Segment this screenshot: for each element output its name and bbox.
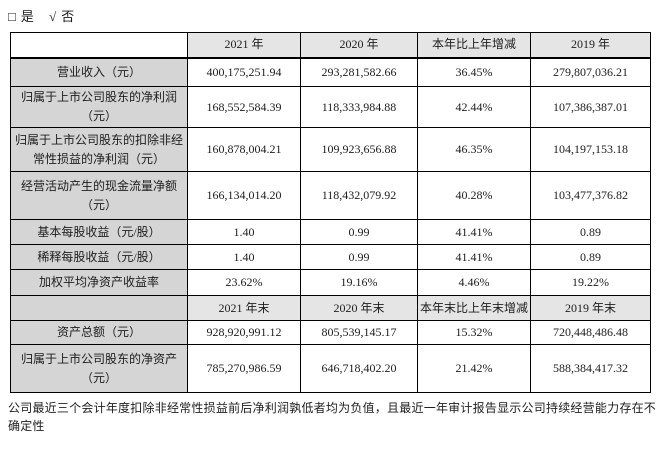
value-cell: 588,384,417.32 xyxy=(530,344,651,393)
row-label-cell: 归属于上市公司股东的扣除非经常性损益的净利润（元） xyxy=(10,127,188,172)
yes-label: 是 xyxy=(20,9,35,24)
yoy-change-header: 本年比上年增减 xyxy=(417,32,531,59)
table-row-operating-cash-flow: 经营活动产生的现金流量净额（元） 166,134,014.20 118,432,… xyxy=(10,171,651,220)
row-label-cell: 加权平均净资产收益率 xyxy=(10,269,188,296)
value-cell: 42.44% xyxy=(417,86,531,128)
value-cell: 928,920,991.12 xyxy=(187,320,301,345)
corner-cell xyxy=(10,295,188,321)
value-cell: 646,718,402.20 xyxy=(300,344,418,393)
table-row-net-profit: 归属于上市公司股东的净利润（元） 168,552,584.39 118,333,… xyxy=(10,86,651,128)
value-cell: 41.41% xyxy=(417,244,531,270)
financial-summary-table: 2021 年 2020 年 本年比上年增减 2019 年 营业收入（元） 400… xyxy=(10,32,651,393)
year-header-2020: 2020 年 xyxy=(300,32,418,59)
row-label-cell: 基本每股收益（元/股） xyxy=(10,219,188,245)
value-cell: 103,477,376.82 xyxy=(530,171,651,220)
value-cell: 118,432,079.92 xyxy=(300,171,418,220)
value-cell: 41.41% xyxy=(417,219,531,245)
year-end-header-2020: 2020 年末 xyxy=(300,295,418,321)
value-cell: 23.62% xyxy=(187,269,301,296)
value-cell: 40.28% xyxy=(417,171,531,220)
corner-cell xyxy=(10,32,188,59)
value-cell: 19.16% xyxy=(300,269,418,296)
table-row-weighted-avg-roe: 加权平均净资产收益率 23.62% 19.16% 4.46% 19.22% xyxy=(10,269,651,296)
value-cell: 21.42% xyxy=(417,344,531,393)
value-cell: 36.45% xyxy=(417,57,531,87)
value-cell: 15.32% xyxy=(417,320,531,345)
value-cell: 4.46% xyxy=(417,269,531,296)
no-label: 否 xyxy=(61,9,76,24)
value-cell: 0.89 xyxy=(530,244,651,270)
year-end-header-2021: 2021 年末 xyxy=(187,295,301,321)
table-row-total-assets: 资产总额（元） 928,920,991.12 805,539,145.17 15… xyxy=(10,320,651,345)
value-cell: 168,552,584.39 xyxy=(187,86,301,128)
checkmark-icon: √ xyxy=(49,9,58,24)
checkbox-unchecked-icon: □ xyxy=(8,9,17,24)
year-header-2021: 2021 年 xyxy=(187,32,301,59)
value-cell: 118,333,984.88 xyxy=(300,86,418,128)
row-label-cell: 经营活动产生的现金流量净额（元） xyxy=(10,171,188,220)
value-cell: 720,448,486.48 xyxy=(530,320,651,345)
value-cell: 46.35% xyxy=(417,127,531,172)
year-end-header-2019: 2019 年末 xyxy=(530,295,651,321)
year-header-2019: 2019 年 xyxy=(530,32,651,59)
eop-change-header: 本年末比上年末增减 xyxy=(417,295,531,321)
value-cell: 279,807,036.21 xyxy=(530,57,651,87)
value-cell: 104,197,153.18 xyxy=(530,127,651,172)
row-label-cell: 稀释每股收益（元/股） xyxy=(10,244,188,270)
value-cell: 19.22% xyxy=(530,269,651,296)
row-label-cell: 资产总额（元） xyxy=(10,320,188,345)
value-cell: 293,281,582.66 xyxy=(300,57,418,87)
table-row-net-assets: 归属于上市公司股东的净资产（元） 785,270,986.59 646,718,… xyxy=(10,344,651,393)
table-row-net-profit-excl-nonrecurring: 归属于上市公司股东的扣除非经常性损益的净利润（元） 160,878,004.21… xyxy=(10,127,651,172)
going-concern-footnote: 公司最近三个会计年度扣除非经常性损益前后净利润孰低者均为负值，且最近一年审计报告… xyxy=(8,401,656,433)
row-label-cell: 营业收入（元） xyxy=(10,57,188,87)
table-row-basic-eps: 基本每股收益（元/股） 1.40 0.99 41.41% 0.89 xyxy=(10,219,651,245)
value-cell: 160,878,004.21 xyxy=(187,127,301,172)
value-cell: 1.40 xyxy=(187,219,301,245)
yes-no-selector: □ 是 √ 否 xyxy=(0,0,662,25)
value-cell: 0.89 xyxy=(530,219,651,245)
table-row-diluted-eps: 稀释每股收益（元/股） 1.40 0.99 41.41% 0.89 xyxy=(10,244,651,270)
value-cell: 400,175,251.94 xyxy=(187,57,301,87)
value-cell: 785,270,986.59 xyxy=(187,344,301,393)
row-label-cell: 归属于上市公司股东的净资产（元） xyxy=(10,344,188,393)
value-cell: 0.99 xyxy=(300,244,418,270)
value-cell: 107,386,387.01 xyxy=(530,86,651,128)
value-cell: 0.99 xyxy=(300,219,418,245)
value-cell: 1.40 xyxy=(187,244,301,270)
value-cell: 805,539,145.17 xyxy=(300,320,418,345)
period-header-row: 2021 年 2020 年 本年比上年增减 2019 年 xyxy=(10,32,651,59)
table-row-revenue: 营业收入（元） 400,175,251.94 293,281,582.66 36… xyxy=(10,57,651,87)
row-label-cell: 归属于上市公司股东的净利润（元） xyxy=(10,86,188,128)
value-cell: 109,923,656.88 xyxy=(300,127,418,172)
end-of-period-header-row: 2021 年末 2020 年末 本年末比上年末增减 2019 年末 xyxy=(10,295,651,321)
value-cell: 166,134,014.20 xyxy=(187,171,301,220)
